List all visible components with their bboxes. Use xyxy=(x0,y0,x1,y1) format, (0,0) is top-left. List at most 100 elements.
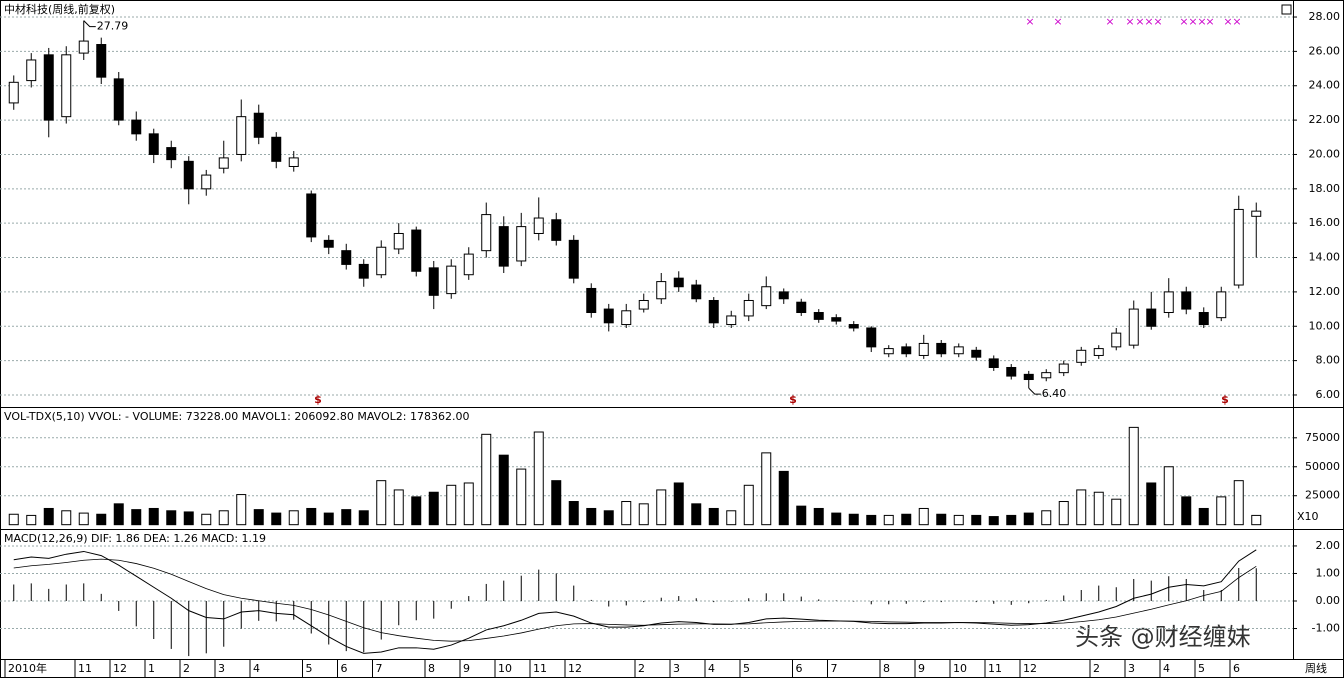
candle-body xyxy=(271,136,282,162)
volume-bar xyxy=(673,482,684,526)
volume-bar xyxy=(551,480,562,526)
candle-body xyxy=(26,59,37,82)
volume-bar xyxy=(1181,496,1192,526)
x-tick-label: 12 xyxy=(1023,662,1037,675)
sell-signal: × xyxy=(1188,15,1197,28)
candle-body xyxy=(778,291,789,300)
y-tick-label: 25000 xyxy=(1305,489,1340,502)
candle-body xyxy=(411,229,422,272)
candle-body xyxy=(1146,308,1157,327)
volume-bar xyxy=(533,431,544,526)
volume-bar xyxy=(131,509,142,526)
candle-body xyxy=(656,281,667,300)
candle-body xyxy=(988,358,999,368)
volume-bar xyxy=(446,484,457,526)
candle-body xyxy=(1006,366,1017,377)
candle-body xyxy=(1233,208,1244,286)
candle-body xyxy=(533,217,544,234)
volume-bar xyxy=(743,484,754,526)
y-tick-label: 12.00 xyxy=(1309,285,1341,298)
candle-body xyxy=(393,232,404,250)
volume-bar xyxy=(638,503,649,526)
x-tick-label: 8 xyxy=(428,662,435,675)
candle-body xyxy=(8,81,19,104)
candle-body xyxy=(743,299,754,317)
volume-bar xyxy=(183,511,194,526)
candle-body xyxy=(306,193,317,238)
volume-bar xyxy=(218,510,229,526)
high-pointer xyxy=(83,20,96,28)
candle-body xyxy=(1076,349,1087,363)
candle-body xyxy=(796,301,807,314)
y-tick-label: 2.00 xyxy=(1316,539,1341,552)
y-tick-label: 28.00 xyxy=(1309,10,1341,23)
volume-bar xyxy=(78,512,89,526)
x-tick-label: 9 xyxy=(918,662,925,675)
x-tick-label: 11 xyxy=(988,662,1002,675)
sell-signal: × xyxy=(1197,15,1206,28)
volume-bar xyxy=(656,489,667,526)
volume-bar xyxy=(341,509,352,526)
candle-body xyxy=(446,265,457,295)
candle-body xyxy=(551,219,562,241)
volume-bar xyxy=(936,513,947,526)
volume-bar xyxy=(901,513,912,526)
candle-body xyxy=(463,253,474,276)
watermark: 头条 @财经缠妹 xyxy=(1075,623,1251,651)
x-tick-label: 4 xyxy=(253,662,260,675)
candle-body xyxy=(148,133,159,155)
x-tick-label: 2 xyxy=(638,662,645,675)
volume-bar xyxy=(393,489,404,526)
candle-body xyxy=(183,160,194,190)
candle-body xyxy=(568,239,579,279)
low-pointer xyxy=(1028,387,1041,395)
y-tick-label: 14.00 xyxy=(1309,251,1341,264)
volume-bar xyxy=(236,494,247,526)
volume-bar xyxy=(813,507,824,526)
candle-body xyxy=(1128,308,1139,346)
volume-bar xyxy=(428,491,439,526)
volume-bar xyxy=(778,470,789,526)
volume-bar xyxy=(1163,466,1174,526)
candle-body xyxy=(1251,210,1262,217)
sell-signal: × xyxy=(1125,15,1134,28)
candle-body xyxy=(498,226,509,267)
volume-bar xyxy=(1041,510,1052,526)
volume-bar xyxy=(1251,514,1262,526)
volume-bar xyxy=(848,513,859,526)
candle-body xyxy=(638,299,649,310)
candle-body xyxy=(1093,348,1104,356)
window-icon[interactable] xyxy=(1281,4,1292,15)
x-tick-label: 5 xyxy=(743,662,750,675)
y-tick-label: 50000 xyxy=(1305,460,1340,473)
volume-bar xyxy=(1198,507,1209,526)
x-tick-label: 5 xyxy=(306,662,313,675)
volume-bar xyxy=(1023,512,1034,526)
price-title: 中材科技(周线,前复权) xyxy=(4,2,115,16)
candle-body xyxy=(218,157,229,169)
dif-line xyxy=(13,549,1257,654)
candle-body xyxy=(131,119,142,135)
x-tick-label: 6 xyxy=(1233,662,1240,675)
volume-bar xyxy=(253,509,264,526)
sell-signal: × xyxy=(1144,15,1153,28)
candle-body xyxy=(78,40,89,54)
x-tick-label: 2 xyxy=(1093,662,1100,675)
volume-unit: X10 xyxy=(1297,510,1319,523)
dea-line xyxy=(13,558,1257,642)
volume-bar xyxy=(971,514,982,526)
x-tick-label: 7 xyxy=(376,662,383,675)
y-tick-label: 20.00 xyxy=(1309,147,1341,160)
x-tick-label: 7 xyxy=(831,662,838,675)
x-tick-label: 11 xyxy=(533,662,547,675)
y-tick-label: 16.00 xyxy=(1309,216,1341,229)
volume-bar xyxy=(306,507,317,526)
buy-signal: $ xyxy=(1221,393,1229,406)
x-tick-label: 3 xyxy=(218,662,225,675)
candle-body xyxy=(43,54,54,121)
sell-signal: × xyxy=(1223,15,1232,28)
volume-bar xyxy=(61,510,72,526)
volume-bar xyxy=(148,507,159,526)
candle-body xyxy=(481,214,492,252)
